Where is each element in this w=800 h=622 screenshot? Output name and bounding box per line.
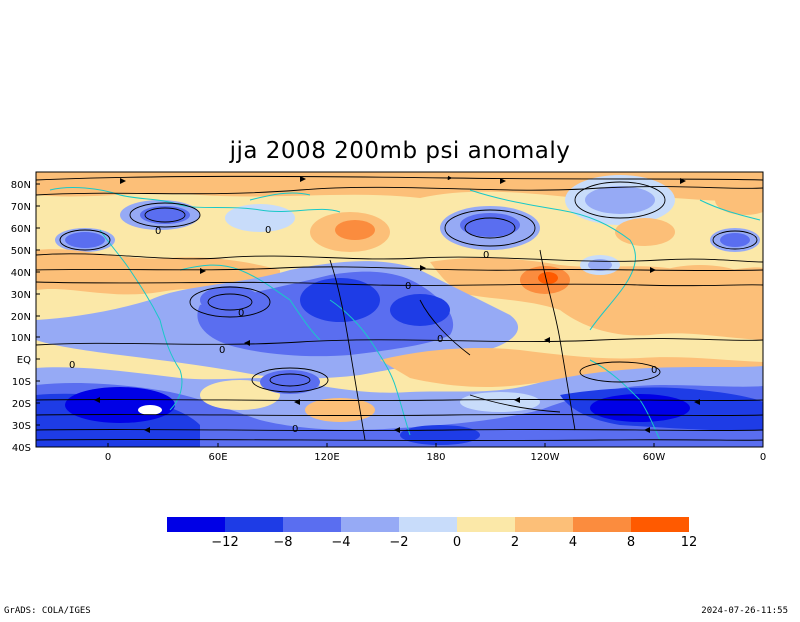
lat-label: 40N [11, 268, 31, 279]
colorbar-swatch [399, 517, 457, 532]
lat-label: 70N [11, 202, 31, 213]
colorbar-swatch [167, 517, 225, 532]
lat-label: 10N [11, 333, 31, 344]
longitude-labels: 0 60E 120E 180 120W 60W 0 [105, 452, 766, 463]
contour-label: 0 [405, 281, 411, 292]
colorbar-label: −8 [273, 535, 292, 550]
lat-label: 30S [12, 421, 31, 432]
colorbar-label: −12 [211, 535, 238, 550]
axis-ticks [36, 183, 655, 447]
lon-label: 120W [531, 452, 560, 463]
map-field [36, 172, 763, 447]
contour-label: 0 [219, 345, 225, 356]
contour-label: 0 [651, 365, 657, 376]
colorbar-swatch [631, 517, 689, 532]
contour-label: 0 [155, 226, 161, 237]
colorbar-label: 4 [569, 535, 577, 550]
map-frame [35, 171, 764, 448]
lat-label: 10S [12, 377, 31, 388]
lat-label: 30N [11, 290, 31, 301]
contour-label: 0 [69, 360, 75, 371]
colorbar-swatch [515, 517, 573, 532]
streamlines [36, 175, 763, 442]
streamline-arrows [94, 176, 700, 433]
lat-label: 20S [12, 399, 31, 410]
lat-label: 50N [11, 246, 31, 257]
colorbar: −12 −8 −4 −2 0 2 4 8 12 [167, 517, 697, 550]
map-title: jja 2008 200mb psi anomaly [229, 138, 571, 164]
lon-label: 0 [105, 452, 111, 463]
lat-label: 80N [11, 180, 31, 191]
lon-label: 180 [426, 452, 445, 463]
colorbar-label: 0 [453, 535, 461, 550]
lon-label: 60W [643, 452, 666, 463]
contour-label: 0 [437, 334, 443, 345]
colorbar-label: −2 [389, 535, 408, 550]
coastlines [49, 187, 761, 441]
colorbar-label: 8 [627, 535, 635, 550]
colorbar-swatch [225, 517, 283, 532]
lon-label: 0 [760, 452, 766, 463]
colorbar-label: 12 [681, 535, 698, 550]
contour-label: 0 [483, 250, 489, 261]
lat-label: EQ [17, 355, 31, 366]
lat-label: 40S [12, 443, 31, 454]
contour-label: 0 [292, 424, 298, 435]
colorbar-label: 2 [511, 535, 519, 550]
lat-label: 20N [11, 312, 31, 323]
lon-label: 120E [314, 452, 339, 463]
footer-credit: GrADS: COLA/IGES [4, 606, 91, 616]
contour-label: 0 [238, 308, 244, 319]
lat-label: 60N [11, 224, 31, 235]
colorbar-swatch [283, 517, 341, 532]
colorbar-label: −4 [331, 535, 350, 550]
colorbar-swatch [341, 517, 399, 532]
latitude-labels: 80N 70N 60N 50N 40N 30N 20N 10N EQ 10S 2… [11, 180, 31, 454]
colorbar-swatch [457, 517, 515, 532]
colorbar-swatch [573, 517, 631, 532]
contour-label: 0 [265, 225, 271, 236]
lon-label: 60E [208, 452, 227, 463]
footer-timestamp: 2024-07-26-11:55 [701, 606, 788, 616]
contour-labels: 0 0 0 0 0 0 0 0 0 0 [69, 225, 657, 435]
